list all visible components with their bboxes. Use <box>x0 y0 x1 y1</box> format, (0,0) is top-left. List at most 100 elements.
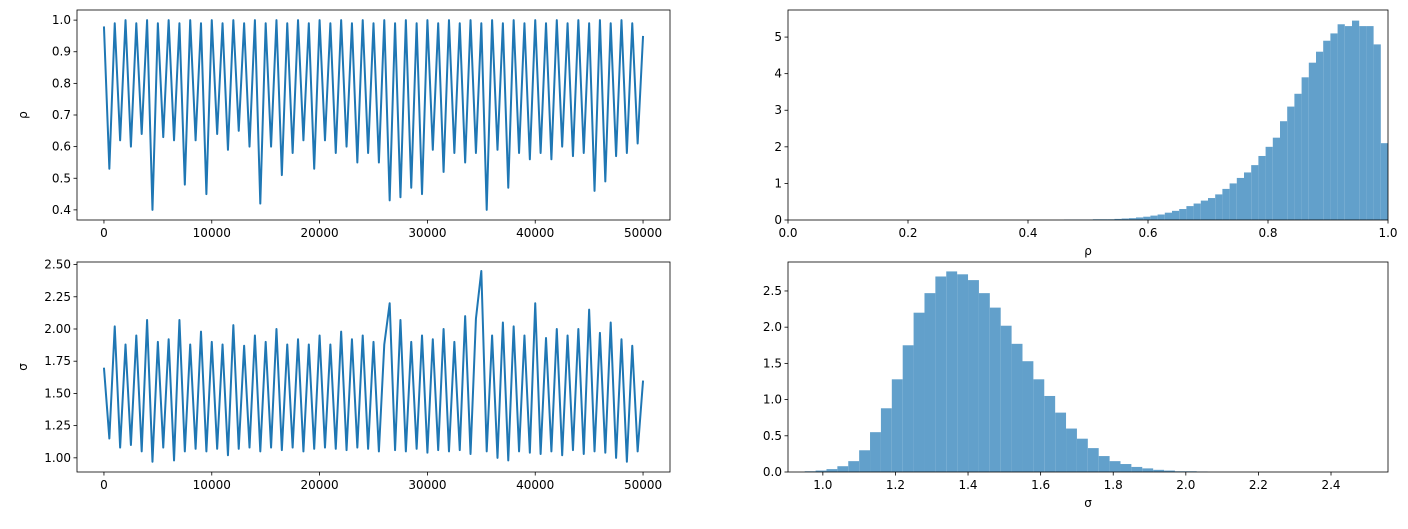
x-tick-label: 0 <box>100 478 108 492</box>
x-tick-label: 30000 <box>408 478 446 492</box>
hist-bar <box>968 280 979 472</box>
hist-bar <box>1012 344 1023 472</box>
hist-bar <box>1237 178 1244 220</box>
x-tick-label: 0.6 <box>1138 226 1157 240</box>
trace-line <box>104 271 643 462</box>
hist-bar <box>1120 464 1131 472</box>
hist-bar <box>1110 461 1121 472</box>
x-tick-label: 50000 <box>624 478 662 492</box>
hist-bar <box>1316 52 1323 220</box>
y-tick-label: 0.4 <box>52 203 71 217</box>
y-axis-label: ρ <box>16 111 30 119</box>
hist-bar <box>848 461 859 472</box>
x-tick-label: 1.6 <box>1031 478 1050 492</box>
hist-bar <box>1244 172 1251 220</box>
hist-bar <box>924 293 935 472</box>
hist-bar <box>1366 26 1373 220</box>
y-tick-label: 1.75 <box>44 354 71 368</box>
hist-bar <box>979 293 990 472</box>
hist-bar <box>914 313 925 472</box>
hist-bar <box>1158 215 1165 220</box>
trace-line <box>104 20 643 210</box>
hist-bar <box>1099 456 1110 472</box>
hist-bar <box>1022 361 1033 472</box>
x-axis-label: ρ <box>1084 244 1092 258</box>
hist-bar <box>1150 216 1157 220</box>
hist-bar <box>1201 201 1208 220</box>
hist-bar <box>1381 143 1388 220</box>
y-tick-label: 2.25 <box>44 290 71 304</box>
hist-bar <box>957 274 968 472</box>
hist-bar <box>1131 467 1142 472</box>
hist-bar <box>1280 121 1287 220</box>
hist-bar <box>1251 165 1258 220</box>
hist-bar <box>1143 217 1150 220</box>
y-tick-label: 0.9 <box>52 45 71 59</box>
x-tick-label: 20000 <box>300 478 338 492</box>
hist-bar <box>903 345 914 472</box>
x-tick-label: 40000 <box>516 478 554 492</box>
y-tick-label: 2.0 <box>763 320 782 334</box>
x-tick-label: 0 <box>100 226 108 240</box>
x-tick-label: 1.0 <box>1378 226 1397 240</box>
hist-bar <box>1179 209 1186 220</box>
hist-bar <box>1222 189 1229 220</box>
hist-bar <box>990 308 1001 472</box>
y-tick-label: 0.8 <box>52 76 71 90</box>
y-axis-label: σ <box>16 363 30 371</box>
y-tick-label: 2 <box>774 140 782 154</box>
x-tick-label: 0.8 <box>1258 226 1277 240</box>
hist-bar <box>1215 194 1222 220</box>
hist-bar <box>870 432 881 472</box>
x-tick-label: 0.0 <box>778 226 797 240</box>
hist-bar <box>1352 21 1359 220</box>
x-tick-label: 30000 <box>408 226 446 240</box>
x-tick-label: 0.2 <box>898 226 917 240</box>
x-axis-label: σ <box>1084 496 1092 510</box>
x-tick-label: 2.2 <box>1249 478 1268 492</box>
hist-bar <box>946 271 957 472</box>
y-tick-label: 2.50 <box>44 258 71 272</box>
y-tick-label: 1.0 <box>763 393 782 407</box>
hist-bar <box>1309 63 1316 220</box>
hist-bar <box>1208 198 1215 220</box>
y-tick-label: 1 <box>774 176 782 190</box>
hist-bar <box>935 276 946 472</box>
hist-bar <box>1230 183 1237 220</box>
y-tick-label: 5 <box>774 30 782 44</box>
y-tick-label: 0.0 <box>763 465 782 479</box>
hist-bar <box>826 469 837 472</box>
hist-bar <box>1323 41 1330 220</box>
y-tick-label: 1.5 <box>763 356 782 370</box>
hist-bar <box>1330 33 1337 220</box>
x-tick-label: 1.2 <box>886 478 905 492</box>
hist-bar <box>1001 326 1012 472</box>
hist-bar <box>859 450 870 472</box>
hist-bar <box>1287 107 1294 220</box>
y-tick-label: 2.00 <box>44 322 71 336</box>
axes-frame <box>77 262 670 472</box>
y-tick-label: 0 <box>774 213 782 227</box>
x-tick-label: 1.0 <box>813 478 832 492</box>
hist-bar <box>1142 468 1153 472</box>
hist-bar <box>1077 439 1088 472</box>
y-tick-label: 1.25 <box>44 419 71 433</box>
y-tick-label: 0.5 <box>763 429 782 443</box>
x-tick-label: 10000 <box>193 478 231 492</box>
hist-bar <box>1266 147 1273 220</box>
hist-bar <box>1044 396 1055 472</box>
hist-bar <box>1165 213 1172 220</box>
x-tick-label: 20000 <box>300 226 338 240</box>
hist-bar <box>1302 77 1309 220</box>
x-tick-label: 2.4 <box>1321 478 1340 492</box>
y-tick-label: 0.6 <box>52 140 71 154</box>
y-tick-label: 0.5 <box>52 171 71 185</box>
hist-bar <box>1273 138 1280 220</box>
hist-bar <box>1055 413 1066 472</box>
hist-bar <box>1066 429 1077 472</box>
hist-bar <box>881 408 892 472</box>
hist-bar <box>1258 156 1265 220</box>
hist-bar <box>837 466 848 472</box>
x-tick-label: 1.8 <box>1104 478 1123 492</box>
